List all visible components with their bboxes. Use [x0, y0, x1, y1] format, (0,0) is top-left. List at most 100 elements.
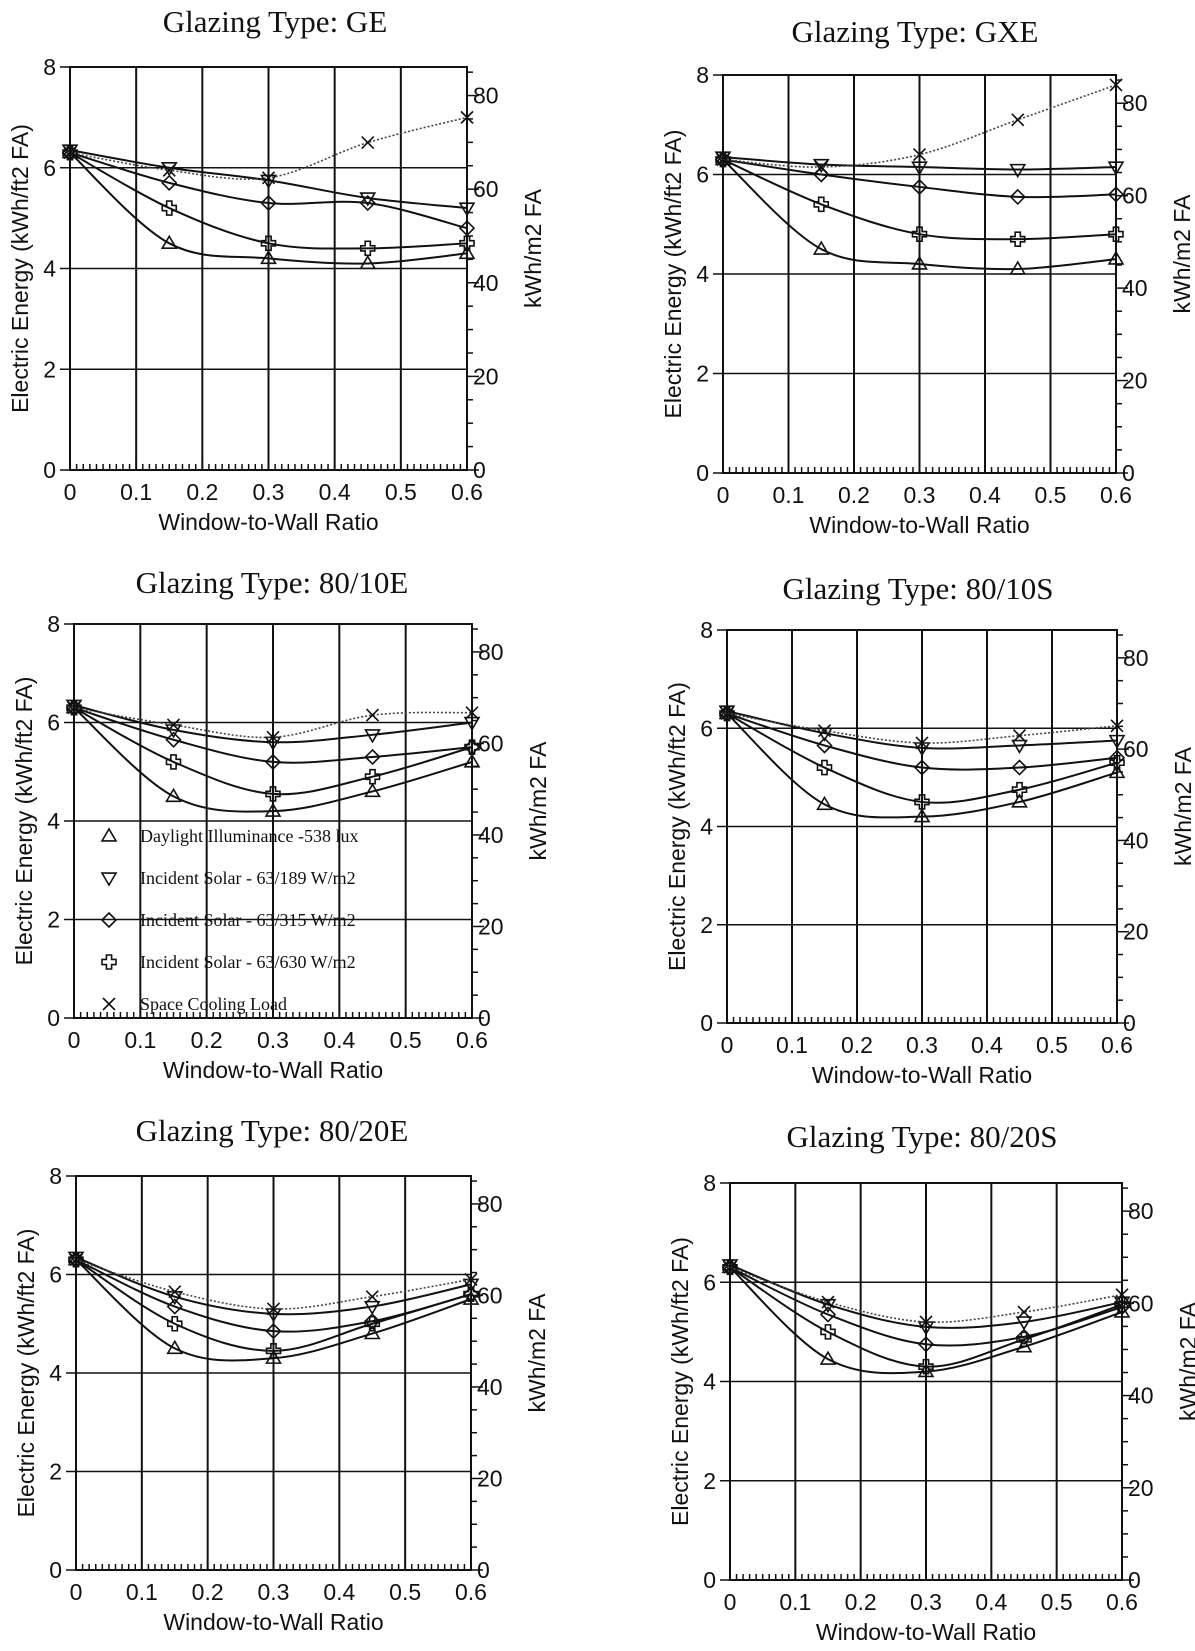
data-point	[813, 196, 830, 213]
y2-tick-label: 80	[1122, 90, 1148, 116]
y2-tick-label: 40	[1128, 1383, 1154, 1409]
x-tick-label: 0	[68, 1027, 81, 1053]
data-point	[458, 220, 476, 237]
x-tick-label: 0.3	[253, 479, 285, 505]
x-tick-label: 0.3	[910, 1589, 942, 1615]
data-point	[463, 753, 481, 768]
x-axis-label: Window-to-Wall Ratio	[812, 1062, 1032, 1088]
y2-tick-label: 40	[478, 822, 504, 848]
data-point	[723, 1260, 737, 1274]
data-point	[1114, 1296, 1130, 1313]
x-tick-label: 0.1	[124, 1027, 156, 1053]
y2-axis-label: kWh/m2 FA	[1170, 746, 1195, 866]
y2-tick-label: 0	[478, 1005, 491, 1031]
y-tick-label: 6	[47, 710, 60, 736]
data-point	[1015, 1328, 1033, 1345]
y2-tick-label: 20	[478, 913, 504, 939]
x-tick-label: 0.2	[191, 1027, 223, 1053]
data-point	[166, 1315, 183, 1332]
data-point	[161, 174, 178, 191]
x-axis-label: Window-to-Wall Ratio	[816, 1619, 1036, 1645]
data-point	[911, 161, 928, 176]
legend-label: Incident Solar - 63/189 W/m2	[140, 868, 356, 888]
data-point	[819, 1350, 837, 1365]
y2-axis-label: kWh/m2 FA	[520, 188, 546, 308]
data-point	[913, 759, 931, 776]
data-point	[168, 1285, 182, 1299]
data-point	[914, 794, 930, 810]
series-line	[75, 1256, 472, 1316]
y-tick-label: 2	[696, 361, 709, 387]
y-tick-label: 4	[700, 814, 713, 840]
data-point	[458, 202, 476, 217]
x-tick-label: 0.4	[969, 482, 1001, 508]
data-point	[911, 178, 928, 196]
data-point	[266, 730, 280, 744]
x-tick-label: 0	[64, 479, 77, 505]
x-tick-label: 0.4	[971, 1032, 1003, 1058]
y-axis-label: Electric Energy (kWh/ft2 FA)	[11, 677, 37, 966]
y-tick-label: 4	[49, 1360, 62, 1386]
y-tick-label: 0	[43, 457, 56, 483]
series-line	[73, 706, 473, 813]
data-point	[260, 194, 277, 212]
y2-tick-label: 80	[1128, 1198, 1154, 1224]
x-axis-label: Window-to-Wall Ratio	[809, 512, 1029, 538]
x-tick-label: 0.3	[258, 1579, 290, 1605]
data-point	[260, 249, 277, 265]
data-point	[1015, 1338, 1033, 1353]
data-point	[265, 786, 281, 802]
x-tick-label: 0.5	[390, 1027, 422, 1053]
data-point	[365, 1290, 379, 1304]
data-point	[160, 162, 178, 177]
x-tick-label: 0.6	[455, 1579, 487, 1605]
x-tick-label: 0.1	[126, 1579, 158, 1605]
series-line	[729, 1266, 1123, 1368]
series-line	[73, 706, 473, 764]
data-point	[463, 1286, 479, 1302]
y-tick-label: 6	[696, 162, 709, 188]
data-point	[365, 708, 380, 722]
y-tick-label: 2	[49, 1459, 62, 1485]
y2-tick-label: 80	[478, 639, 504, 665]
data-point	[265, 1343, 282, 1359]
y-tick-label: 2	[700, 912, 713, 938]
legend-marker	[102, 997, 116, 1011]
y2-axis-label: kWh/m2 FA	[1169, 194, 1195, 314]
x-tick-label: 0.2	[841, 1032, 873, 1058]
data-point	[1107, 161, 1125, 176]
x-tick-label: 0.6	[1101, 1032, 1133, 1058]
y2-tick-label: 40	[473, 270, 499, 296]
series-line	[73, 704, 473, 744]
x-tick-label: 0.4	[319, 479, 351, 505]
y2-tick-label: 60	[1128, 1290, 1154, 1316]
y-axis-label: Electric Energy (kWh/ft2 FA)	[667, 1237, 693, 1526]
y-tick-label: 2	[43, 356, 56, 382]
x-tick-label: 0.1	[773, 482, 805, 508]
data-point	[265, 1323, 282, 1340]
data-point	[458, 244, 476, 260]
legend-marker	[100, 911, 118, 929]
chart-title: Glazing Type: 80/10E	[136, 565, 409, 600]
y2-tick-label: 60	[473, 176, 499, 202]
x-axis-label: Window-to-Wall Ratio	[163, 1609, 383, 1635]
y-axis-label: Electric Energy (kWh/ft2 FA)	[660, 130, 686, 419]
y2-tick-label: 60	[477, 1282, 503, 1308]
series-line	[73, 706, 473, 796]
data-point	[812, 158, 830, 174]
data-point	[821, 1295, 835, 1309]
series-x	[716, 78, 1123, 174]
data-point	[165, 754, 182, 770]
series-cross	[722, 1259, 1130, 1375]
y2-tick-label: 20	[477, 1465, 503, 1491]
data-point	[912, 148, 927, 162]
series-x	[67, 701, 479, 744]
y-axis-label: Electric Energy (kWh/ft2 FA)	[664, 682, 690, 971]
x-tick-label: 0.1	[776, 1032, 808, 1058]
data-point	[1016, 1331, 1032, 1348]
y-tick-label: 8	[47, 611, 60, 637]
x-tick-label: 0.6	[1106, 1589, 1138, 1615]
